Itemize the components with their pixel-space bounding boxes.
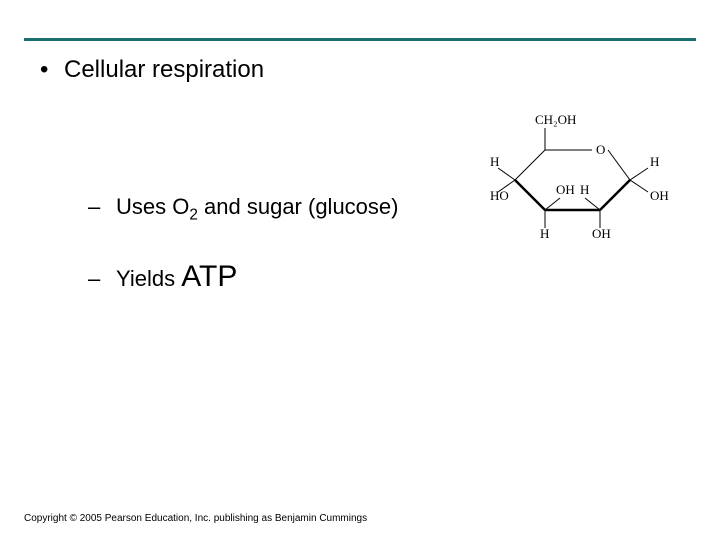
label-h-ul: H <box>490 154 499 169</box>
label-oh-inner: OH <box>556 182 575 197</box>
bullet-dot-icon: • <box>40 56 64 84</box>
label-h-bl: H <box>540 226 549 240</box>
sub1-prefix: Uses O <box>116 194 189 219</box>
sub-bullet-2-text: Yields ATP <box>116 260 237 294</box>
main-bullet: • Cellular respiration <box>40 56 680 84</box>
label-h-inner: H <box>580 182 589 197</box>
label-oh-br: OH <box>592 226 611 240</box>
header-rule <box>24 38 696 41</box>
label-oh-r: OH <box>650 188 669 203</box>
copyright-text: Copyright © 2005 Pearson Education, Inc.… <box>24 513 367 524</box>
sub1-suffix: and sugar (glucose) <box>198 194 399 219</box>
main-bullet-text: Cellular respiration <box>64 56 264 84</box>
glucose-structure-icon: CH₂OH O H HO H OH H OH OH H <box>490 110 670 240</box>
sub-bullet-1-text: Uses O2 and sugar (glucose) <box>116 194 398 224</box>
sub1-subscript: 2 <box>189 206 198 223</box>
label-ho: HO <box>490 188 509 203</box>
label-ch2oh: CH₂OH <box>535 112 576 127</box>
label-ring-o: O <box>596 142 605 157</box>
sub2-prefix: Yields <box>116 266 181 291</box>
sub2-emph: ATP <box>181 260 237 293</box>
dash-icon: – <box>88 266 116 292</box>
dash-icon: – <box>88 194 116 220</box>
sub-bullet-2: – Yields ATP <box>88 260 680 294</box>
label-h-ur: H <box>650 154 659 169</box>
